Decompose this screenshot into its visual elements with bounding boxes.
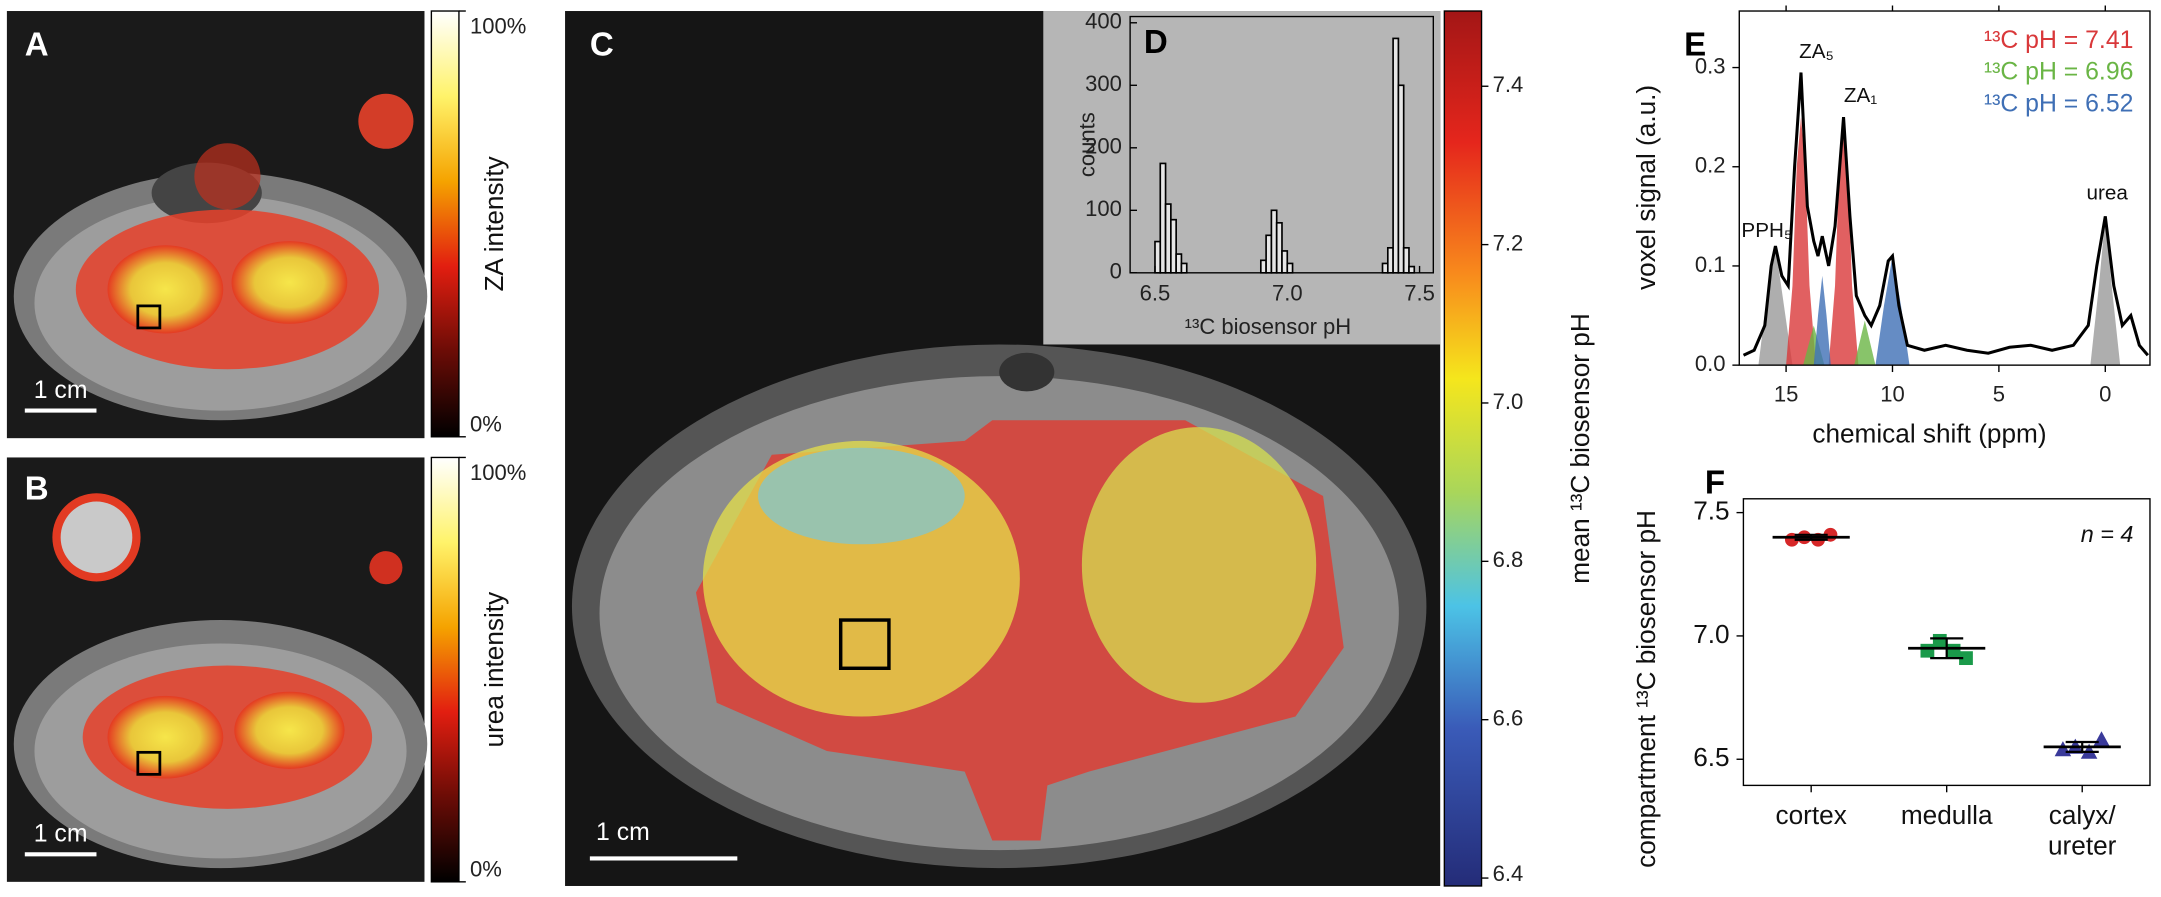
- x-tick-label-box: cortex: [1775, 801, 1847, 831]
- annotation: n = 4: [2081, 521, 2134, 547]
- marks: A 1 cm 100% 0% ZA intensity B 1 cm 100% 0% urea i…: [25, 5, 2151, 886]
- error-bar: [1930, 637, 1964, 660]
- histogram-bar: [1408, 265, 1416, 274]
- scale-bar-label: 1 cm: [34, 377, 88, 404]
- x-tick-label: 10: [1880, 381, 1905, 406]
- histogram-bar: [1402, 246, 1410, 274]
- colorbar-tick-label: 6.6: [1493, 706, 1524, 731]
- data-point: [1946, 643, 1961, 658]
- colorbar-tick-label: 6.8: [1493, 547, 1524, 572]
- panel-label: A: [25, 27, 49, 64]
- y-tick-label: 300: [1085, 71, 1122, 96]
- data-point: [2054, 741, 2072, 757]
- plot-frame: [1738, 10, 2151, 366]
- x-tick-label: 15: [1774, 381, 1799, 406]
- error-bar: [2065, 740, 2099, 753]
- histogram-bar: [1286, 262, 1294, 274]
- x-tick-label: calyx/ ureter: [2047, 801, 2117, 862]
- peak-area: [1828, 117, 1859, 366]
- scale-bar-label: 1 cm: [34, 821, 88, 848]
- legend-entry: ¹³C pH = 6.52: [1984, 90, 2134, 117]
- data-point: [1932, 633, 1947, 648]
- x-tick-label: 7.0: [1272, 281, 1303, 306]
- x-tick-label: cortex: [1775, 801, 1847, 831]
- panel-label: B: [25, 470, 49, 507]
- data-point: [1920, 643, 1935, 658]
- colorbar-title: urea intensity: [479, 591, 509, 748]
- y-tick-label: 400: [1085, 9, 1122, 34]
- legend-entry: ¹³C pH = 7.41: [1984, 27, 2134, 54]
- peak-annotation: ZA₁: [1844, 84, 1877, 107]
- legend-entry: ¹³C pH = 6.96: [1984, 59, 2134, 86]
- panel-label: D: [1144, 24, 1168, 61]
- data-point: [2093, 731, 2110, 747]
- peak-area: [1813, 275, 1831, 366]
- panel-label: C: [590, 27, 614, 64]
- x-tick-label: medulla: [1900, 801, 1993, 831]
- panel-label: E: [1684, 27, 1706, 64]
- spectrum-line: [1742, 72, 2150, 357]
- y-tick-label: 100: [1085, 196, 1122, 221]
- colorbar-title: mean ¹³C biosensor pH: [1565, 313, 1595, 584]
- y-tick-label: 7.0: [1693, 619, 1729, 649]
- colorbar-tick-label: 0%: [470, 857, 502, 882]
- scale-bar-label: 1 cm: [596, 819, 650, 846]
- peak-area: [2090, 216, 2121, 366]
- x-tick-label-box: medulla: [1900, 801, 1993, 831]
- y-tick-label: 6.5: [1693, 742, 1729, 772]
- colorbar-tick-label: 100%: [470, 13, 526, 38]
- x-tick-label: 0: [2099, 381, 2111, 406]
- peak-area: [1854, 320, 1876, 366]
- colorbar-tick-label: 100%: [470, 460, 526, 485]
- y-axis-label: compartment ¹³C biosensor pH: [1631, 510, 1661, 868]
- peak-area: [1786, 117, 1816, 366]
- peak-annotation: PPH₅: [1741, 219, 1792, 242]
- x-tick-label: 6.5: [1140, 281, 1171, 306]
- y-tick-label: 200: [1085, 134, 1122, 159]
- y-tick-label: 0.3: [1695, 53, 1726, 78]
- peak-area: [1875, 256, 1910, 366]
- histogram-bar: [1170, 218, 1177, 274]
- y-tick-label: 0.2: [1695, 153, 1726, 178]
- colorbar-tick-label: 7.4: [1493, 72, 1524, 97]
- data-point: [1959, 651, 1973, 666]
- colorbar-tick-label: 7.0: [1493, 389, 1524, 414]
- x-tick-label: 7.5: [1404, 281, 1435, 306]
- y-tick-label: 0.1: [1695, 252, 1726, 277]
- peak-annotation: ZA₅: [1799, 40, 1834, 63]
- histogram-bar: [1397, 84, 1405, 274]
- colorbar-tick-label: 0%: [470, 412, 502, 437]
- error-bar: [1794, 533, 1828, 541]
- colorbar-title: ZA intensity: [479, 155, 509, 291]
- y-tick-label: 0: [1110, 259, 1122, 284]
- colorbar-tick-label: 7.2: [1493, 230, 1524, 255]
- mri-image: [565, 10, 1483, 887]
- colorbar-tick-label: 6.4: [1493, 861, 1524, 886]
- y-axis-label: voxel signal (a.u.): [1631, 85, 1661, 290]
- peak-area: [1758, 246, 1793, 366]
- y-axis-label: counts: [1075, 112, 1100, 177]
- histogram-bar: [1281, 250, 1289, 274]
- panel-label: F: [1705, 465, 1725, 502]
- y-tick-label: 0.0: [1695, 351, 1726, 376]
- histogram-bar: [1180, 262, 1188, 274]
- histogram-bar: [1275, 221, 1283, 274]
- mri-image: [6, 10, 460, 439]
- y-tick-label: 7.5: [1693, 496, 1729, 526]
- x-axis-label: chemical shift (ppm): [1812, 418, 2046, 448]
- x-tick-label-box: calyx/ ureter: [2047, 801, 2117, 862]
- x-tick-label: 5: [1993, 381, 2005, 406]
- x-axis-label: ¹³C biosensor pH: [1185, 314, 1352, 339]
- peak-annotation: urea: [2087, 182, 2129, 205]
- mri-image: [6, 456, 460, 883]
